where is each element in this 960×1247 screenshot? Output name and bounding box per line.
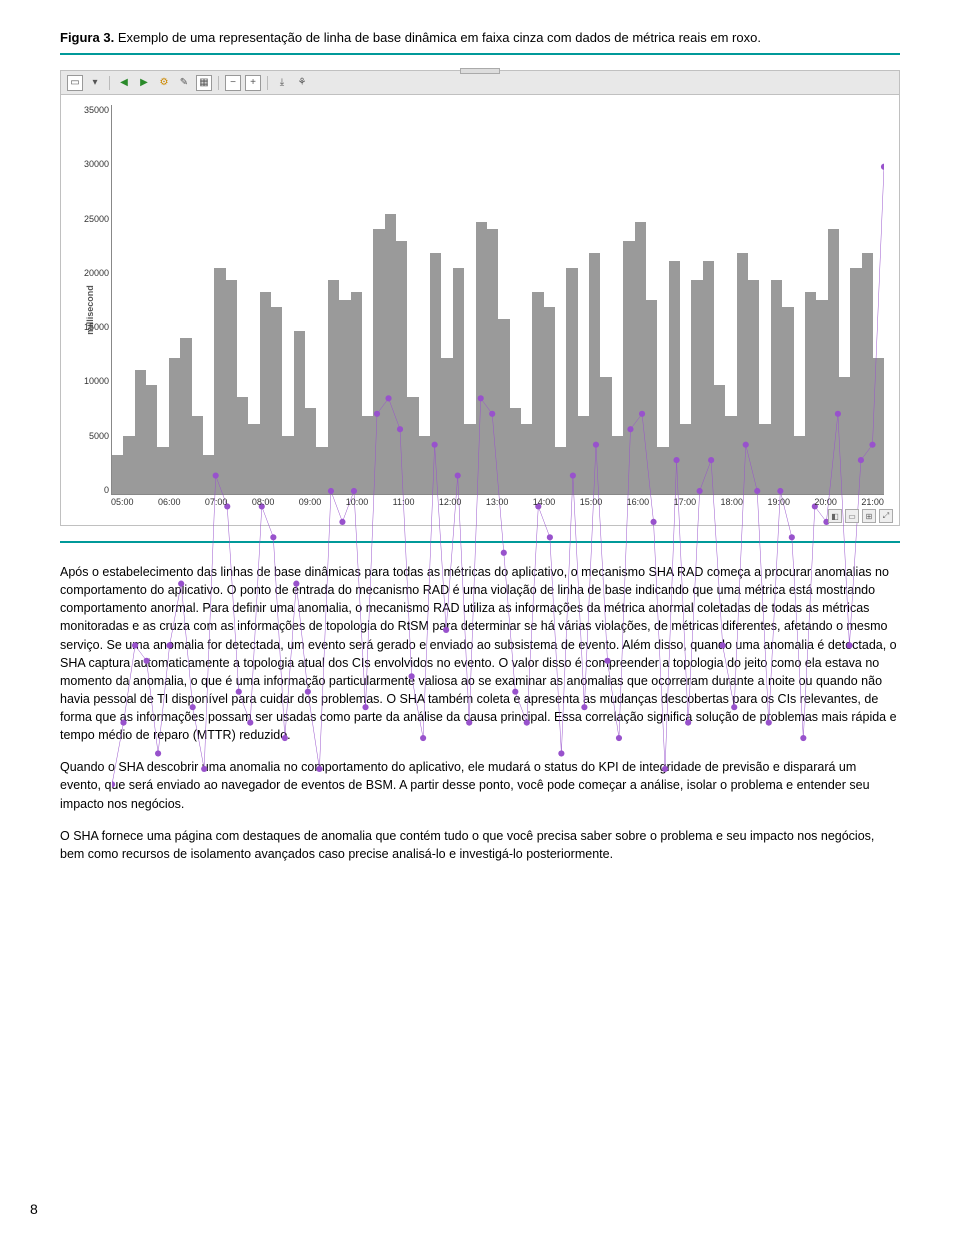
- y-tick-label: 5000: [79, 431, 109, 441]
- chart-container: ▭ ▾ ◀ ▶ ⚙ ✎ ▦ − + ⤓ ⚘ millisecond 350003…: [60, 70, 900, 526]
- y-ticks: 35000 30000 25000 20000 15000 10000 5000 0: [79, 105, 109, 495]
- y-tick-label: 15000: [79, 322, 109, 332]
- figure-caption: Figura 3. Exemplo de uma representação d…: [60, 30, 900, 45]
- x-ticks: 05:00 06:00 07:00 08:00 09:00 10:00 11:00 12:00…: [111, 497, 884, 515]
- x-tick-label: 19:00: [767, 497, 790, 515]
- next-icon[interactable]: ▶: [136, 75, 152, 91]
- page-number: 8: [30, 1201, 38, 1217]
- x-tick-label: 12:00: [439, 497, 462, 515]
- footer-icon[interactable]: ◧: [828, 509, 842, 523]
- y-tick-label: 0: [79, 485, 109, 495]
- x-tick-label: 16:00: [627, 497, 650, 515]
- x-tick-label: 15:00: [580, 497, 603, 515]
- settings-icon[interactable]: ⚘: [294, 75, 310, 91]
- select-icon[interactable]: ▭: [67, 75, 83, 91]
- y-tick-label: 10000: [79, 376, 109, 386]
- metric-line: [112, 105, 884, 877]
- resize-handle[interactable]: [460, 68, 500, 74]
- chart-footer-controls: ◧ ▭ ⊞ ⤢: [828, 509, 893, 523]
- x-tick-label: 07:00: [205, 497, 228, 515]
- divider-top: [60, 53, 900, 55]
- y-tick-label: 20000: [79, 268, 109, 278]
- chart-plot: millisecond 3500030000250002000015000100…: [61, 95, 899, 525]
- dropdown-icon[interactable]: ▾: [87, 75, 103, 91]
- prev-icon[interactable]: ◀: [116, 75, 132, 91]
- footer-icon[interactable]: ⊞: [862, 509, 876, 523]
- separator: [267, 76, 268, 90]
- zoom-out-icon[interactable]: −: [225, 75, 241, 91]
- x-tick-label: 08:00: [252, 497, 275, 515]
- x-tick-label: 13:00: [486, 497, 509, 515]
- layout-icon[interactable]: ▦: [196, 75, 212, 91]
- figure-label: Figura 3.: [60, 30, 114, 45]
- x-tick-label: 06:00: [158, 497, 181, 515]
- figure-caption-text: Exemplo de uma representação de linha de…: [118, 30, 761, 45]
- footer-icon[interactable]: ⤢: [879, 509, 893, 523]
- zoom-in-icon[interactable]: +: [245, 75, 261, 91]
- y-tick-label: 25000: [79, 214, 109, 224]
- brush-icon[interactable]: ✎: [176, 75, 192, 91]
- x-tick-label: 14:00: [533, 497, 556, 515]
- separator: [109, 76, 110, 90]
- chart-toolbar: ▭ ▾ ◀ ▶ ⚙ ✎ ▦ − + ⤓ ⚘: [61, 71, 899, 95]
- y-tick-label: 30000: [79, 159, 109, 169]
- tool-icon[interactable]: ⚙: [156, 75, 172, 91]
- separator: [218, 76, 219, 90]
- x-tick-label: 10:00: [346, 497, 369, 515]
- x-tick-label: 05:00: [111, 497, 134, 515]
- plot-area: [111, 105, 884, 495]
- x-tick-label: 09:00: [299, 497, 322, 515]
- y-tick-label: 35000: [79, 105, 109, 115]
- export-icon[interactable]: ⤓: [274, 75, 290, 91]
- footer-icon[interactable]: ▭: [845, 509, 859, 523]
- x-tick-label: 18:00: [721, 497, 744, 515]
- x-tick-label: 17:00: [674, 497, 697, 515]
- x-tick-label: 11:00: [393, 497, 415, 515]
